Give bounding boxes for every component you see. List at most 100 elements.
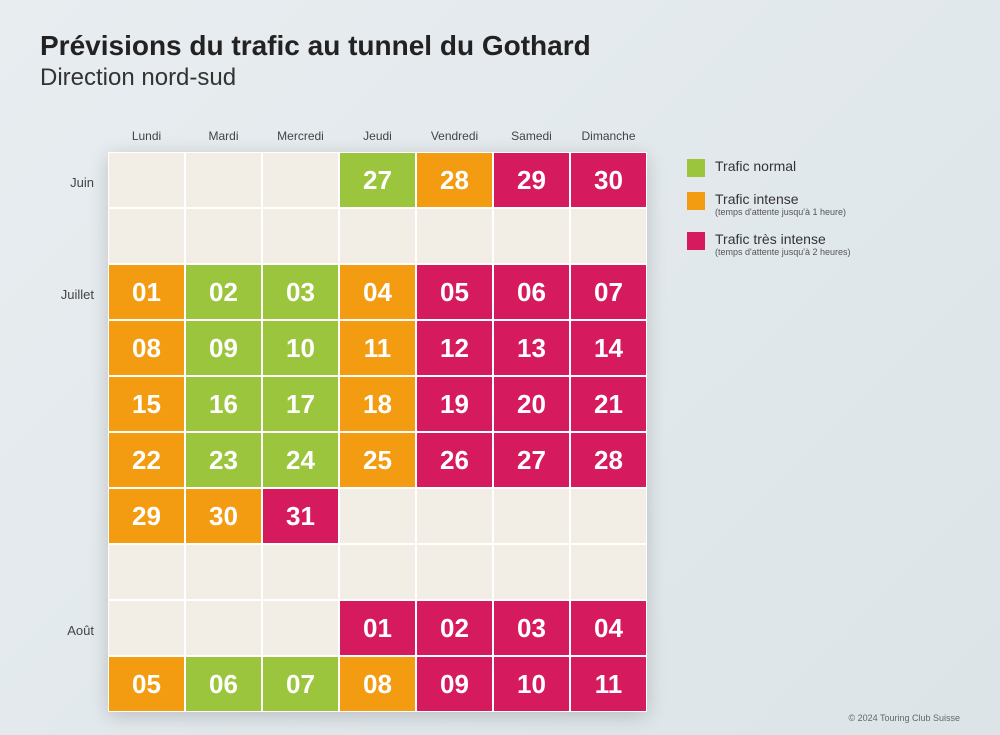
empty-cell bbox=[108, 544, 185, 600]
calendar-row: 15161718192021 bbox=[108, 376, 647, 432]
day-header: Samedi bbox=[493, 120, 570, 152]
empty-cell bbox=[339, 208, 416, 264]
empty-cell bbox=[262, 208, 339, 264]
day-cell: 06 bbox=[185, 656, 262, 712]
empty-cell bbox=[493, 488, 570, 544]
legend-item: Trafic intense(temps d'attente jusqu'à 1… bbox=[687, 191, 851, 217]
day-cell: 28 bbox=[416, 152, 493, 208]
empty-cell bbox=[108, 208, 185, 264]
calendar-row: 27282930 bbox=[108, 152, 647, 208]
day-header: Mardi bbox=[185, 120, 262, 152]
day-cell: 27 bbox=[493, 432, 570, 488]
legend-item: Trafic très intense(temps d'attente jusq… bbox=[687, 231, 851, 257]
day-cell: 29 bbox=[108, 488, 185, 544]
day-cell: 13 bbox=[493, 320, 570, 376]
calendar-row: 08091011121314 bbox=[108, 320, 647, 376]
chart-title: Prévisions du trafic au tunnel du Gothar… bbox=[40, 30, 960, 62]
day-cell: 04 bbox=[570, 600, 647, 656]
month-label bbox=[40, 322, 108, 378]
day-cell: 08 bbox=[108, 320, 185, 376]
day-cell: 07 bbox=[262, 656, 339, 712]
month-label bbox=[40, 490, 108, 546]
day-cell: 10 bbox=[262, 320, 339, 376]
legend-label: Trafic intense(temps d'attente jusqu'à 1… bbox=[715, 191, 846, 217]
empty-cell bbox=[185, 208, 262, 264]
empty-cell bbox=[570, 544, 647, 600]
empty-cell bbox=[339, 544, 416, 600]
day-cell: 26 bbox=[416, 432, 493, 488]
empty-cell bbox=[416, 544, 493, 600]
calendar-row: 293031 bbox=[108, 488, 647, 544]
legend: Trafic normal Trafic intense(temps d'atte… bbox=[687, 158, 851, 271]
day-cell: 29 bbox=[493, 152, 570, 208]
month-label bbox=[40, 546, 108, 602]
empty-cell bbox=[185, 600, 262, 656]
day-cell: 30 bbox=[185, 488, 262, 544]
day-cell: 09 bbox=[185, 320, 262, 376]
day-cell: 01 bbox=[339, 600, 416, 656]
chart-subtitle: Direction nord-sud bbox=[40, 64, 960, 92]
day-cell: 18 bbox=[339, 376, 416, 432]
day-cell: 02 bbox=[185, 264, 262, 320]
month-label: Juillet bbox=[40, 266, 108, 322]
empty-cell bbox=[262, 544, 339, 600]
empty-cell bbox=[416, 488, 493, 544]
day-cell: 28 bbox=[570, 432, 647, 488]
month-label bbox=[40, 210, 108, 266]
calendar-grid: 2728293001020304050607080910111213141516… bbox=[108, 152, 647, 712]
month-label: Juin bbox=[40, 154, 108, 210]
calendar: JuinJuilletAoût LundiMardiMercrediJeudiV… bbox=[40, 120, 647, 714]
day-cell: 06 bbox=[493, 264, 570, 320]
day-cell: 15 bbox=[108, 376, 185, 432]
empty-cell bbox=[339, 488, 416, 544]
day-cell: 14 bbox=[570, 320, 647, 376]
month-label bbox=[40, 378, 108, 434]
day-cell: 02 bbox=[416, 600, 493, 656]
day-header: Mercredi bbox=[262, 120, 339, 152]
day-headers: LundiMardiMercrediJeudiVendrediSamediDim… bbox=[108, 120, 647, 152]
day-cell: 17 bbox=[262, 376, 339, 432]
month-label bbox=[40, 434, 108, 490]
day-cell: 23 bbox=[185, 432, 262, 488]
month-column: JuinJuilletAoût bbox=[40, 120, 108, 714]
month-label bbox=[40, 658, 108, 714]
grid-wrapper: LundiMardiMercrediJeudiVendrediSamediDim… bbox=[108, 120, 647, 714]
day-header: Dimanche bbox=[570, 120, 647, 152]
day-cell: 22 bbox=[108, 432, 185, 488]
day-cell: 07 bbox=[570, 264, 647, 320]
day-header: Jeudi bbox=[339, 120, 416, 152]
calendar-row: 05060708091011 bbox=[108, 656, 647, 712]
day-cell: 01 bbox=[108, 264, 185, 320]
empty-cell bbox=[493, 208, 570, 264]
day-cell: 16 bbox=[185, 376, 262, 432]
calendar-row: 01020304050607 bbox=[108, 264, 647, 320]
legend-sublabel: (temps d'attente jusqu'à 2 heures) bbox=[715, 247, 851, 257]
day-cell: 11 bbox=[339, 320, 416, 376]
day-cell: 09 bbox=[416, 656, 493, 712]
legend-label: Trafic normal bbox=[715, 158, 796, 174]
day-cell: 05 bbox=[108, 656, 185, 712]
empty-cell bbox=[185, 544, 262, 600]
day-cell: 04 bbox=[339, 264, 416, 320]
day-cell: 30 bbox=[570, 152, 647, 208]
legend-item: Trafic normal bbox=[687, 158, 851, 177]
calendar-row: 01020304 bbox=[108, 600, 647, 656]
empty-cell bbox=[185, 152, 262, 208]
day-cell: 21 bbox=[570, 376, 647, 432]
empty-cell bbox=[493, 544, 570, 600]
copyright: © 2024 Touring Club Suisse bbox=[848, 713, 960, 723]
legend-swatch bbox=[687, 192, 705, 210]
empty-cell bbox=[108, 600, 185, 656]
day-cell: 19 bbox=[416, 376, 493, 432]
calendar-row bbox=[108, 544, 647, 600]
day-cell: 20 bbox=[493, 376, 570, 432]
day-cell: 03 bbox=[262, 264, 339, 320]
empty-cell bbox=[570, 488, 647, 544]
day-cell: 03 bbox=[493, 600, 570, 656]
calendar-row bbox=[108, 208, 647, 264]
day-cell: 08 bbox=[339, 656, 416, 712]
legend-sublabel: (temps d'attente jusqu'à 1 heure) bbox=[715, 207, 846, 217]
day-cell: 12 bbox=[416, 320, 493, 376]
day-cell: 25 bbox=[339, 432, 416, 488]
calendar-row: 22232425262728 bbox=[108, 432, 647, 488]
